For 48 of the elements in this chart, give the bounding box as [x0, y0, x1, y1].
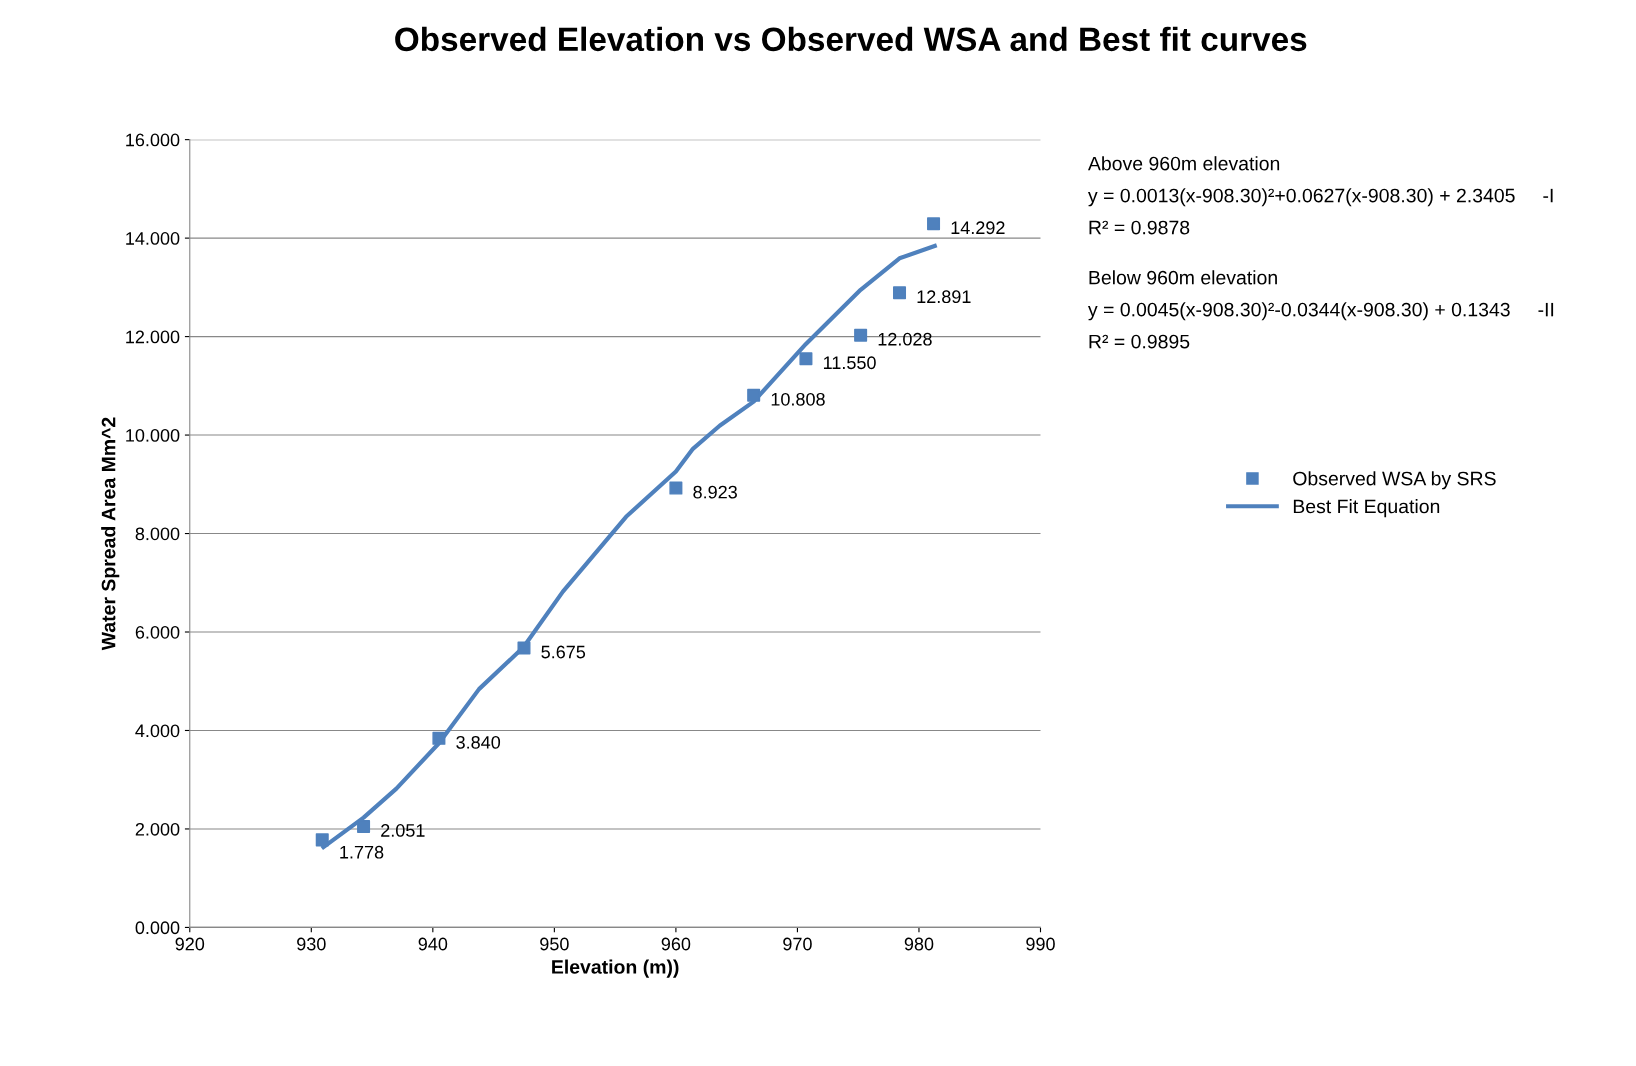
data-label: 12.891 — [917, 290, 971, 304]
text: R² = 0.9895 — [1089, 334, 1190, 349]
data-label: 12.028 — [878, 332, 932, 346]
data-label: 8.923 — [693, 485, 737, 499]
y-tick-label: 14.000 — [126, 232, 180, 245]
data-label: 2.051 — [381, 824, 425, 837]
y-tick-label: 6.000 — [135, 625, 180, 639]
text: Below 960m elevation — [1089, 270, 1277, 285]
point — [357, 819, 371, 833]
text: y = 0.0045(x-908.30)²-0.0344(x-908.30) + 0.1343 -II — [1087, 302, 1554, 321]
y-tick-label: 12.000 — [126, 330, 180, 344]
text: R² = 0.9878 — [1089, 220, 1190, 235]
x-tick-label: 920 — [175, 937, 205, 951]
y-tick-label: 10.000 — [126, 429, 180, 442]
y-tick-label: 2.000 — [135, 822, 180, 836]
text: y = 0.0013(x-908.30)²+0.0627(x-908.30) + 2.3405 -I — [1087, 188, 1553, 207]
y-axis-title: Water Spread Area Mm^2 — [101, 417, 120, 651]
point — [747, 388, 761, 402]
data-label: 3.840 — [456, 735, 501, 749]
point — [854, 328, 868, 342]
point — [432, 731, 446, 745]
legend-label: Observed WSA by SRS — [1293, 471, 1496, 490]
point — [669, 481, 683, 495]
point — [927, 217, 941, 231]
x-tick-label: 940 — [418, 937, 448, 951]
data-label: 5.675 — [541, 645, 586, 659]
x-tick-label: 980 — [904, 937, 934, 951]
data-label: 11.550 — [823, 356, 876, 370]
x-tick-label: 960 — [661, 937, 691, 951]
point — [799, 352, 813, 366]
text: Above 960m elevation — [1087, 156, 1280, 171]
y-tick-label: 0.000 — [135, 921, 180, 935]
chart-title: Observed Elevation vs Observed WSA and Best fit curves — [395, 26, 1307, 52]
y-tick-label: 4.000 — [135, 724, 180, 738]
x-axis-title: Elevation (m)) — [552, 959, 679, 978]
point — [893, 286, 907, 300]
data-label: 10.808 — [771, 392, 825, 406]
legend-label: Best Fit Equation — [1293, 499, 1440, 518]
point — [315, 833, 329, 847]
y-tick-label: 16.000 — [126, 133, 180, 147]
y-tick-label: 8.000 — [135, 527, 180, 541]
x-tick-label: 930 — [297, 937, 326, 951]
data-label: 1.778 — [340, 845, 384, 859]
x-tick-label: 990 — [1026, 937, 1055, 951]
data-label: 14.292 — [951, 221, 1005, 235]
x-tick-label: 970 — [783, 937, 812, 951]
x-tick-label: 950 — [540, 937, 569, 951]
point — [517, 641, 531, 655]
